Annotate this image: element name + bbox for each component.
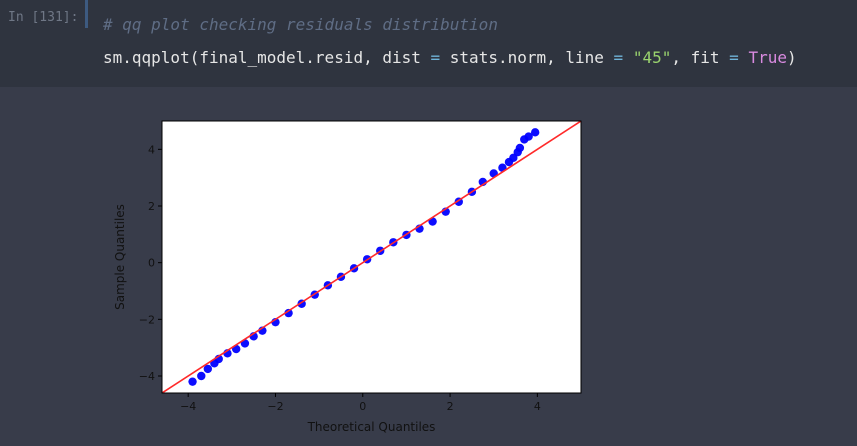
y-tick-label: 4 xyxy=(148,143,155,156)
data-point xyxy=(188,377,197,386)
data-point xyxy=(284,308,293,318)
y-tick-label: 2 xyxy=(148,200,155,213)
x-axis-label: Theoretical Quantiles xyxy=(307,420,436,434)
qq-plot: −4 −2 0 2 4 −4 −2 0 2 4 Theoretical Quantiles Sam… xyxy=(113,120,582,434)
data-point xyxy=(515,143,525,153)
code-token-arg: , fit xyxy=(671,48,730,67)
code-cell-input[interactable]: In [131]: # qq plot checking residuals d… xyxy=(0,0,857,87)
y-axis-label: Sample Quantiles xyxy=(113,204,127,310)
code-token-operator: = xyxy=(729,48,739,67)
y-tick-label: −2 xyxy=(139,313,155,326)
reference-line xyxy=(162,121,581,393)
code-token-space xyxy=(623,48,633,67)
x-tick-label: −2 xyxy=(267,400,283,413)
x-tick-label: −4 xyxy=(180,400,196,413)
x-tick-label: 4 xyxy=(534,400,541,413)
data-point xyxy=(530,128,540,137)
data-point xyxy=(524,132,533,141)
plot-frame xyxy=(161,120,582,394)
code-token-keyword: True xyxy=(748,48,787,67)
code-comment: # qq plot checking residuals distributio… xyxy=(103,15,498,34)
code-token-string: "45" xyxy=(632,48,672,67)
data-point xyxy=(203,364,213,374)
code-token-paren: ) xyxy=(786,48,797,67)
code-token-call: sm.qqplot(final_model.resid, dist xyxy=(103,48,431,67)
x-tick-label: 2 xyxy=(447,400,454,413)
code-token-operator: = xyxy=(430,48,441,67)
cell-prompt: In [131]: xyxy=(8,10,79,25)
code-statement[interactable]: sm.qqplot(final_model.resid, dist = stat… xyxy=(103,48,797,67)
code-token-operator: = xyxy=(613,48,624,67)
x-tick-label: 0 xyxy=(359,400,366,413)
data-point xyxy=(509,153,518,163)
y-tick-label: −4 xyxy=(139,370,155,383)
y-tick-label: 0 xyxy=(148,257,155,270)
cell-selection-bar xyxy=(85,0,88,28)
data-point xyxy=(197,371,206,381)
code-token-space xyxy=(739,48,749,67)
code-token-arg: stats.norm, line xyxy=(440,48,614,67)
